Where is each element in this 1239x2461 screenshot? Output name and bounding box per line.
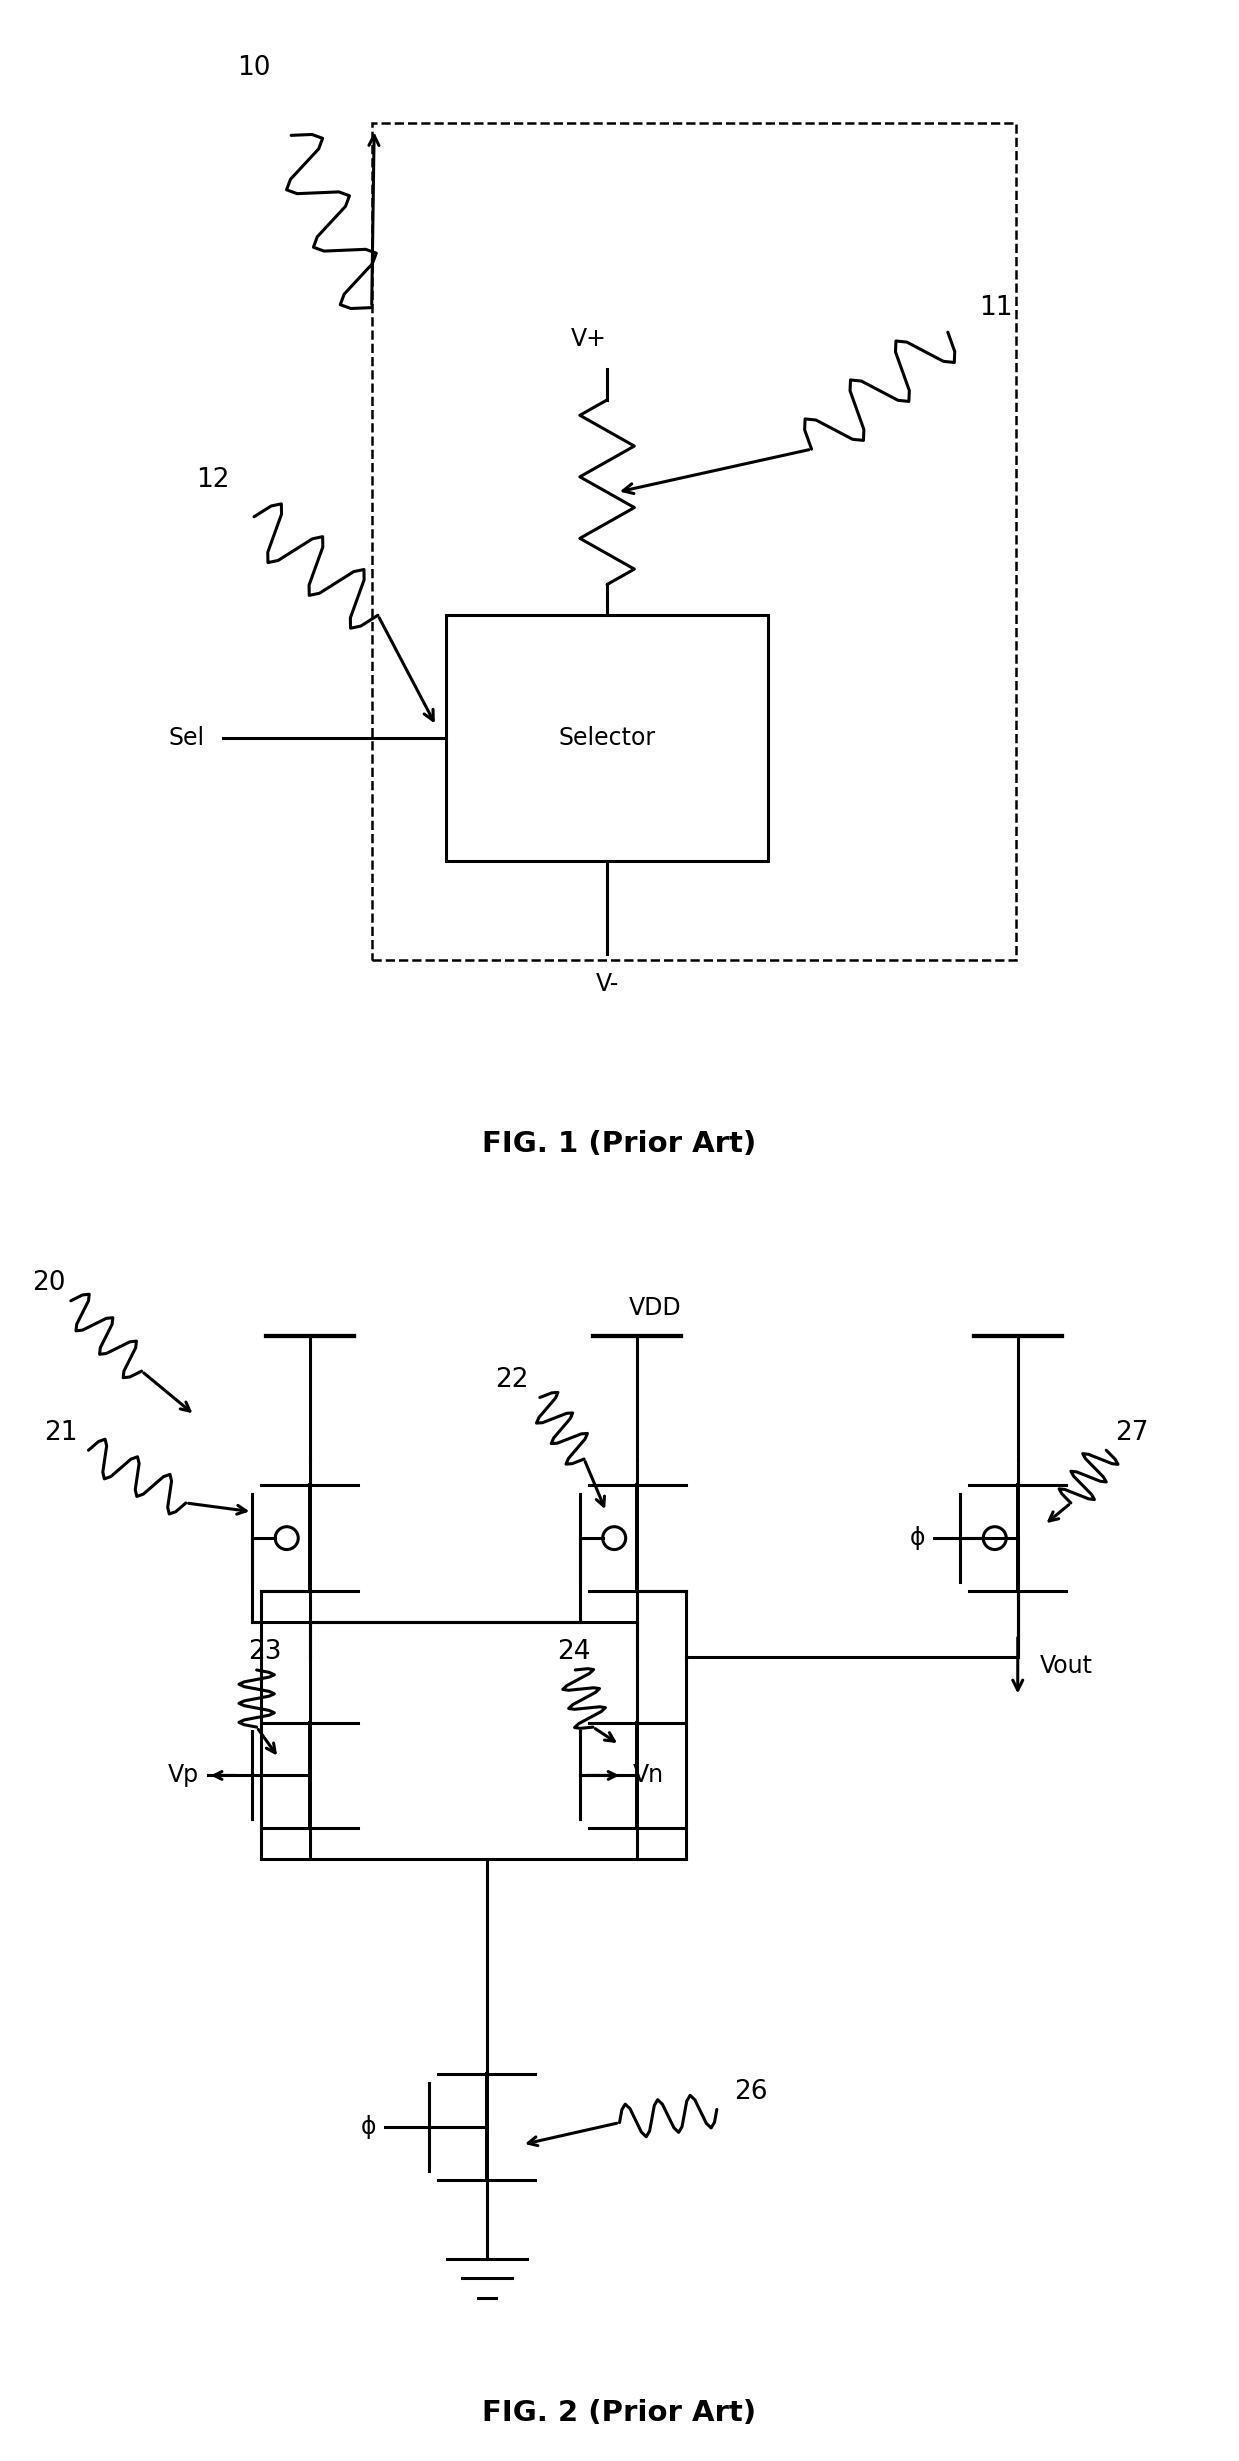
Text: Vout: Vout	[1040, 1654, 1093, 1678]
Text: 12: 12	[196, 468, 229, 492]
Text: 27: 27	[1115, 1420, 1149, 1445]
Text: ϕ: ϕ	[909, 1526, 924, 1550]
Text: 23: 23	[248, 1639, 281, 1666]
Text: V-: V-	[596, 972, 618, 997]
Text: Vn: Vn	[633, 1765, 664, 1787]
Text: Sel: Sel	[169, 726, 204, 751]
Text: FIG. 1 (Prior Art): FIG. 1 (Prior Art)	[482, 1130, 757, 1159]
Text: Vp: Vp	[169, 1765, 199, 1787]
Bar	[446, 615, 768, 861]
Text: 24: 24	[558, 1639, 591, 1666]
Text: 20: 20	[32, 1270, 66, 1297]
Text: 22: 22	[496, 1366, 529, 1393]
Text: 10: 10	[237, 54, 271, 81]
Text: 26: 26	[735, 2080, 768, 2104]
Bar	[372, 123, 1016, 960]
Text: V+: V+	[571, 327, 606, 352]
Text: FIG. 2 (Prior Art): FIG. 2 (Prior Art)	[482, 2399, 757, 2427]
Text: 21: 21	[45, 1420, 78, 1445]
Text: VDD: VDD	[628, 1297, 681, 1319]
Text: ϕ: ϕ	[361, 2114, 377, 2139]
Text: 11: 11	[979, 295, 1012, 320]
Text: Selector: Selector	[559, 726, 655, 751]
